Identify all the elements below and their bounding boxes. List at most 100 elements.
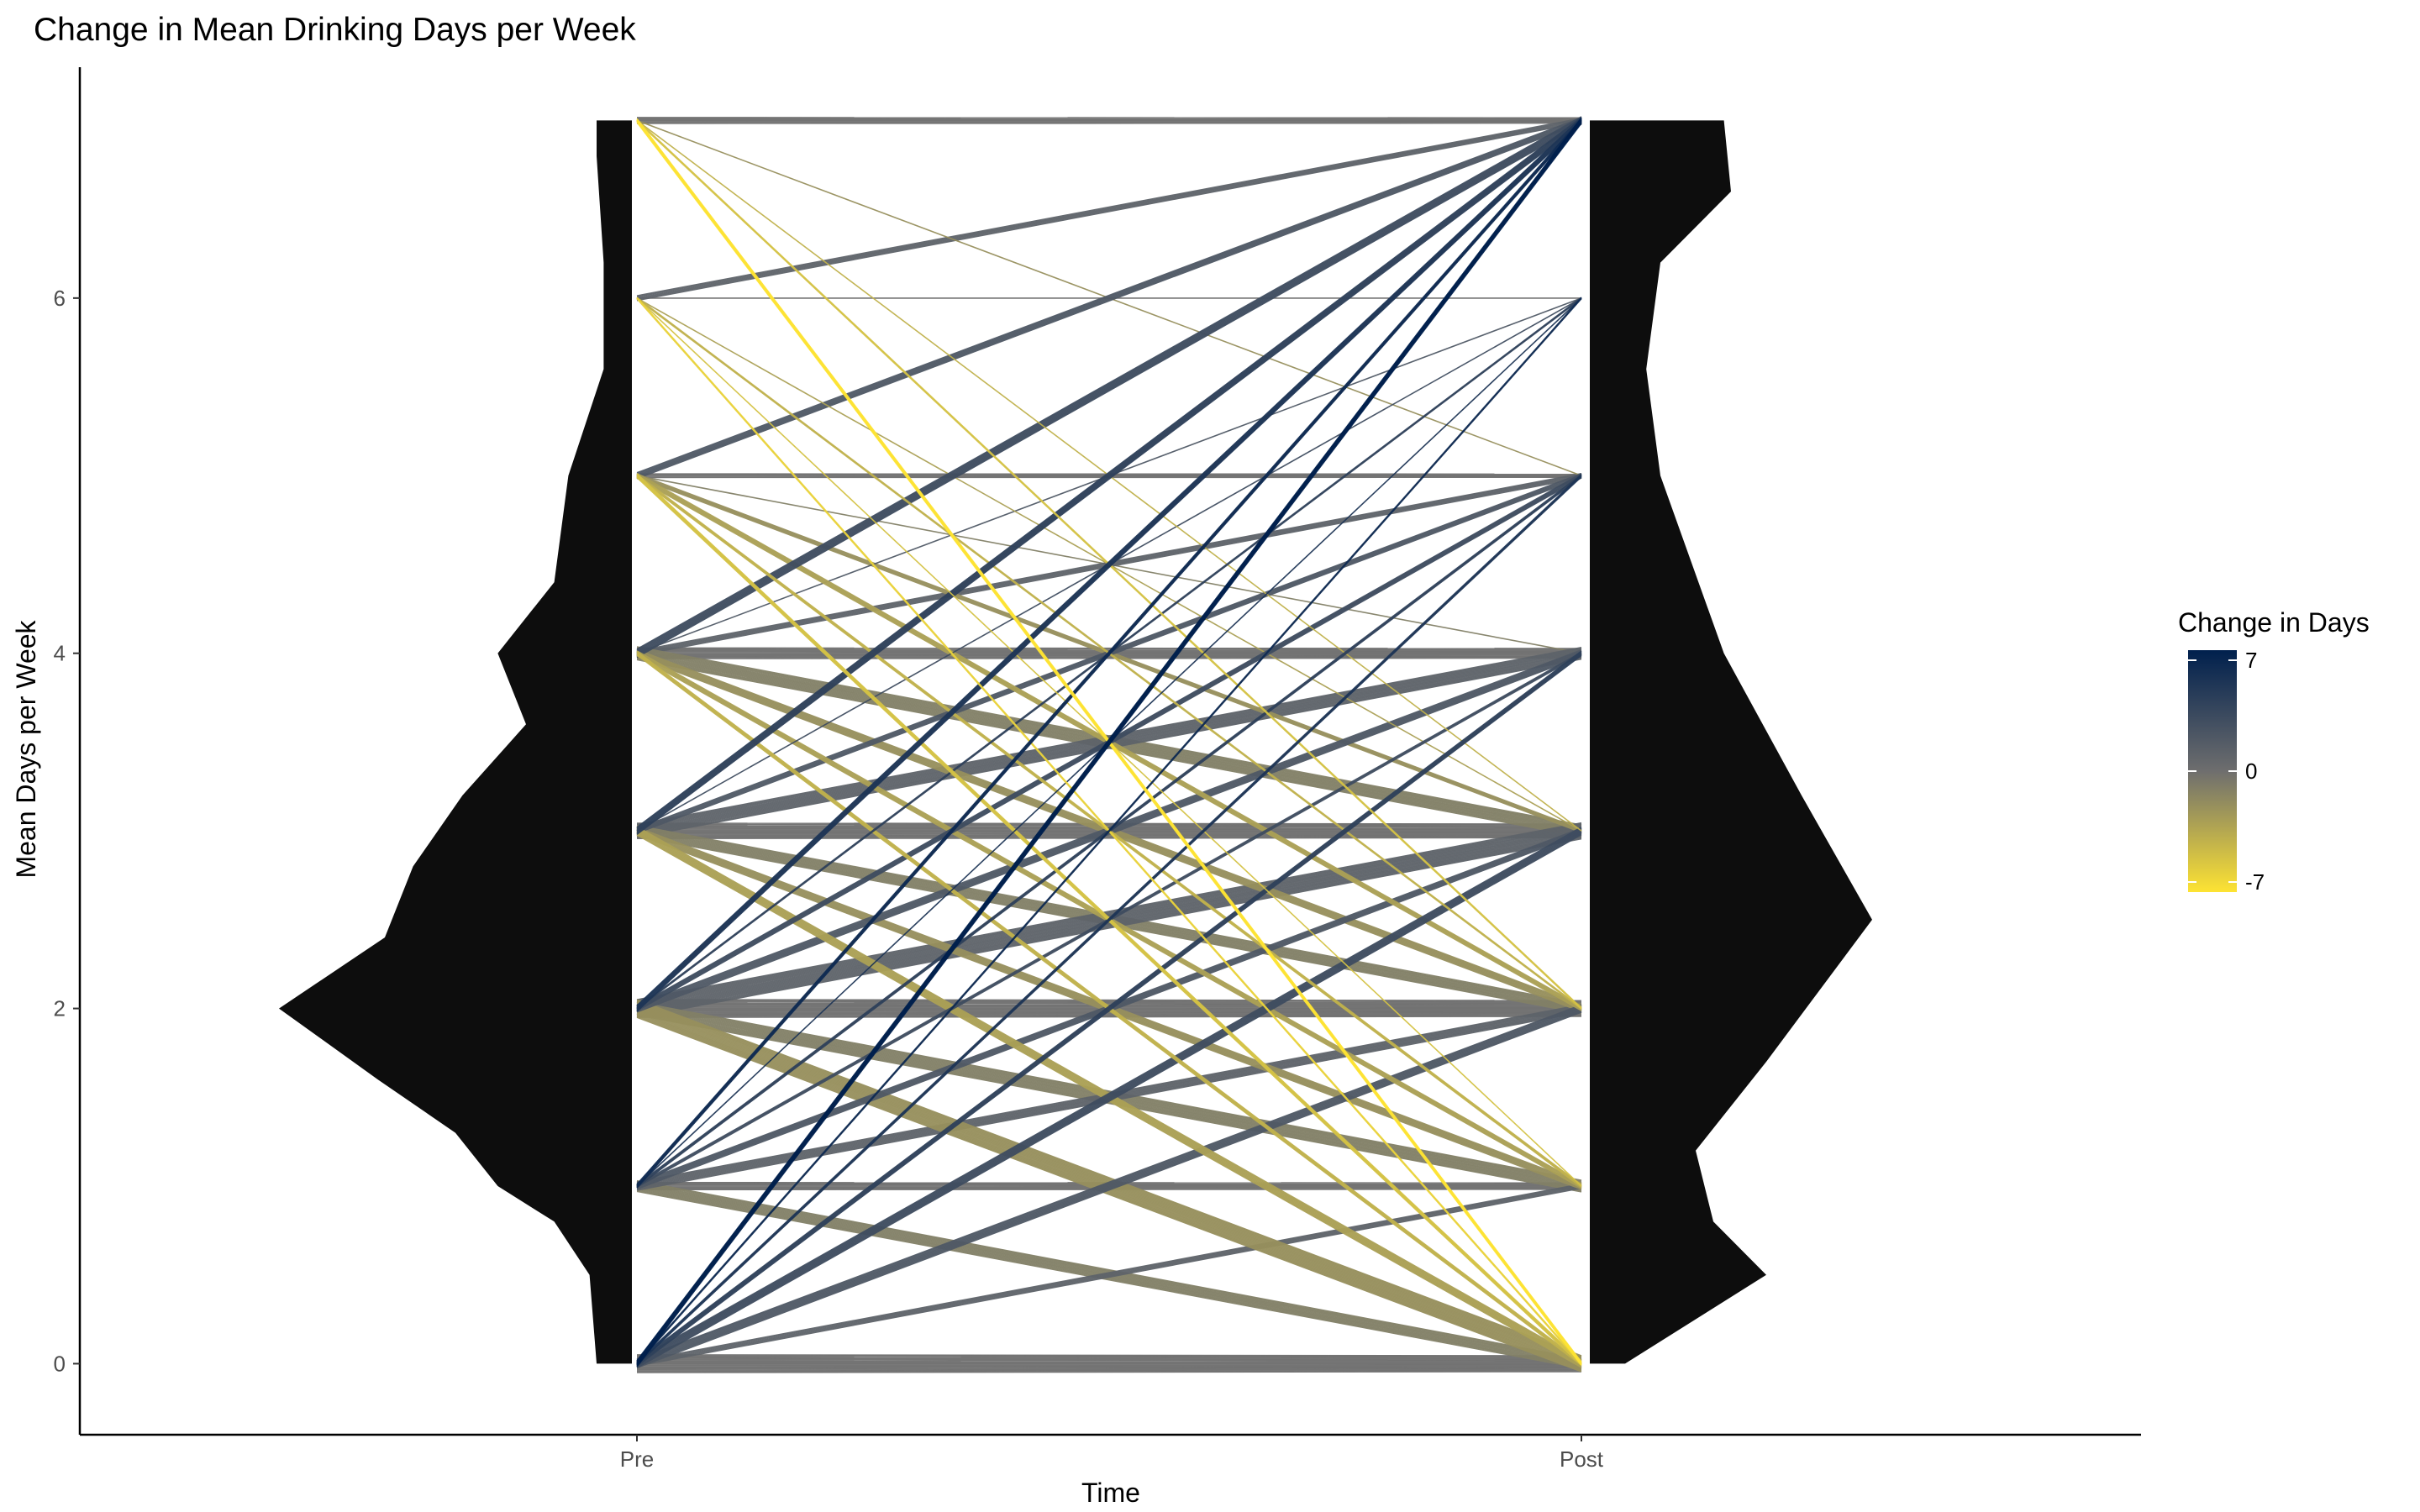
segment-3-to-3 [636, 824, 1582, 827]
segment-0-to-0 [636, 1368, 1582, 1370]
segment-2-to-2 [636, 1002, 1582, 1005]
segment-5-to-7 [636, 122, 1582, 480]
segment-0-to-3 [636, 827, 1582, 1362]
segment-2-to-2 [636, 1000, 1582, 1003]
segment-4-to-7 [636, 119, 1582, 654]
chart-title: Change in Mean Drinking Days per Week [34, 12, 636, 48]
segment-1-to-7 [636, 119, 1582, 1186]
segment-5-to-7 [636, 118, 1582, 475]
segment-3-to-4 [636, 657, 1582, 837]
x-ticks: Pre Post [620, 1435, 1604, 1472]
segment-2-to-4 [636, 650, 1582, 1007]
segment-0-to-2 [636, 1011, 1582, 1369]
segment-0-to-2 [636, 1005, 1582, 1362]
segment-4-to-7 [636, 118, 1582, 653]
segment-0-to-4 [636, 654, 1582, 1366]
legend-tick-label: 7 [2245, 648, 2257, 673]
segment-0-to-0 [636, 1355, 1582, 1357]
segment-2-to-3 [636, 837, 1582, 1018]
segment-2-to-3 [636, 835, 1582, 1015]
segment-4-to-7 [636, 116, 1582, 650]
segment-4-to-4 [636, 648, 1582, 651]
segment-0-to-0 [636, 1371, 1582, 1373]
segment-2-to-7 [636, 121, 1582, 1011]
segment-0-to-3 [636, 831, 1582, 1365]
y-axis-title: Mean Days per Week [11, 619, 41, 878]
segment-0-to-3 [636, 832, 1582, 1368]
segment-2-to-3 [636, 836, 1582, 1016]
segment-0-to-2 [636, 1004, 1582, 1361]
segment-2-to-1 [636, 1001, 1582, 1181]
segment-4-to-7 [636, 117, 1582, 651]
x-tick-label: Post [1560, 1446, 1604, 1472]
segment-0-to-4 [636, 651, 1582, 1363]
segment-4-to-4 [636, 656, 1582, 659]
segment-6-to-7 [636, 120, 1582, 301]
segment-1-to-0 [636, 1190, 1582, 1369]
segment-2-to-1 [636, 1013, 1582, 1192]
segment-4-to-7 [636, 121, 1582, 656]
segment-2-to-0 [636, 999, 1582, 1357]
segment-0-to-3 [636, 827, 1582, 1361]
segment-0-to-3 [636, 833, 1582, 1368]
segment-3-to-4 [636, 648, 1582, 827]
segment-2-to-3 [636, 837, 1582, 1017]
segment-2-to-3 [636, 822, 1582, 1000]
segment-2-to-2 [636, 1012, 1582, 1015]
segment-6-to-7 [636, 119, 1582, 299]
legend-tick-label: 0 [2245, 759, 2257, 784]
segment-2-to-0 [636, 1014, 1582, 1371]
segment-0-to-6 [636, 297, 1582, 1365]
segment-0-to-0 [636, 1369, 1582, 1373]
segment-2-to-1 [636, 1002, 1582, 1183]
violins [279, 120, 1872, 1364]
segment-2-to-4 [636, 655, 1582, 1013]
y-tick-label: 0 [54, 1351, 66, 1376]
segment-2-to-3 [636, 833, 1582, 1014]
segment-0-to-3 [636, 828, 1582, 1362]
segment-2-to-0 [636, 1015, 1582, 1372]
segment-0-to-0 [636, 1356, 1582, 1359]
segment-0-to-6 [636, 297, 1582, 1364]
segment-6-to-7 [636, 122, 1582, 302]
segment-1-to-7 [636, 118, 1582, 1185]
segment-3-to-7 [636, 119, 1582, 832]
segment-3-to-3 [636, 823, 1582, 827]
segment-3-to-7 [636, 123, 1582, 835]
segment-0-to-4 [636, 654, 1582, 1367]
violin-post [1590, 120, 1872, 1364]
segment-5-to-7 [636, 121, 1582, 479]
segment-0-to-0 [636, 1368, 1582, 1371]
segment-1-to-0 [636, 1179, 1582, 1360]
x-tick-label: Pre [620, 1446, 654, 1472]
segment-1-to-7 [636, 120, 1582, 1188]
segment-2-to-3 [636, 825, 1582, 1005]
segment-4-to-7 [636, 120, 1582, 655]
y-tick-label: 6 [54, 286, 66, 311]
violin-pre [279, 120, 632, 1364]
segment-3-to-4 [636, 647, 1582, 826]
segment-6-to-7 [636, 118, 1582, 297]
segment-2-to-0 [636, 1016, 1582, 1373]
segment-2-to-7 [636, 118, 1582, 1008]
segments [636, 116, 1582, 1373]
segment-2-to-2 [636, 1001, 1582, 1004]
segment-0-to-3 [636, 829, 1582, 1364]
legend-ticks: 7 0 -7 [2188, 648, 2265, 895]
segment-3-to-3 [636, 822, 1582, 825]
segment-2-to-1 [636, 1014, 1582, 1193]
segment-1-to-0 [636, 1181, 1582, 1361]
segment-2-to-0 [636, 1001, 1582, 1359]
segment-3-to-4 [636, 648, 1582, 827]
legend: Change in Days 7 0 -7 [2178, 607, 2370, 895]
legend-title: Change in Days [2178, 607, 2370, 638]
segment-2-to-7 [636, 120, 1582, 1010]
y-tick-label: 4 [54, 641, 66, 666]
segment-2-to-7 [636, 119, 1582, 1009]
segment-0-to-2 [636, 1010, 1582, 1368]
segment-0-to-4 [636, 653, 1582, 1365]
segment-0-to-3 [636, 832, 1582, 1367]
segment-0-to-5 [636, 475, 1582, 1364]
segment-3-to-7 [636, 116, 1582, 828]
